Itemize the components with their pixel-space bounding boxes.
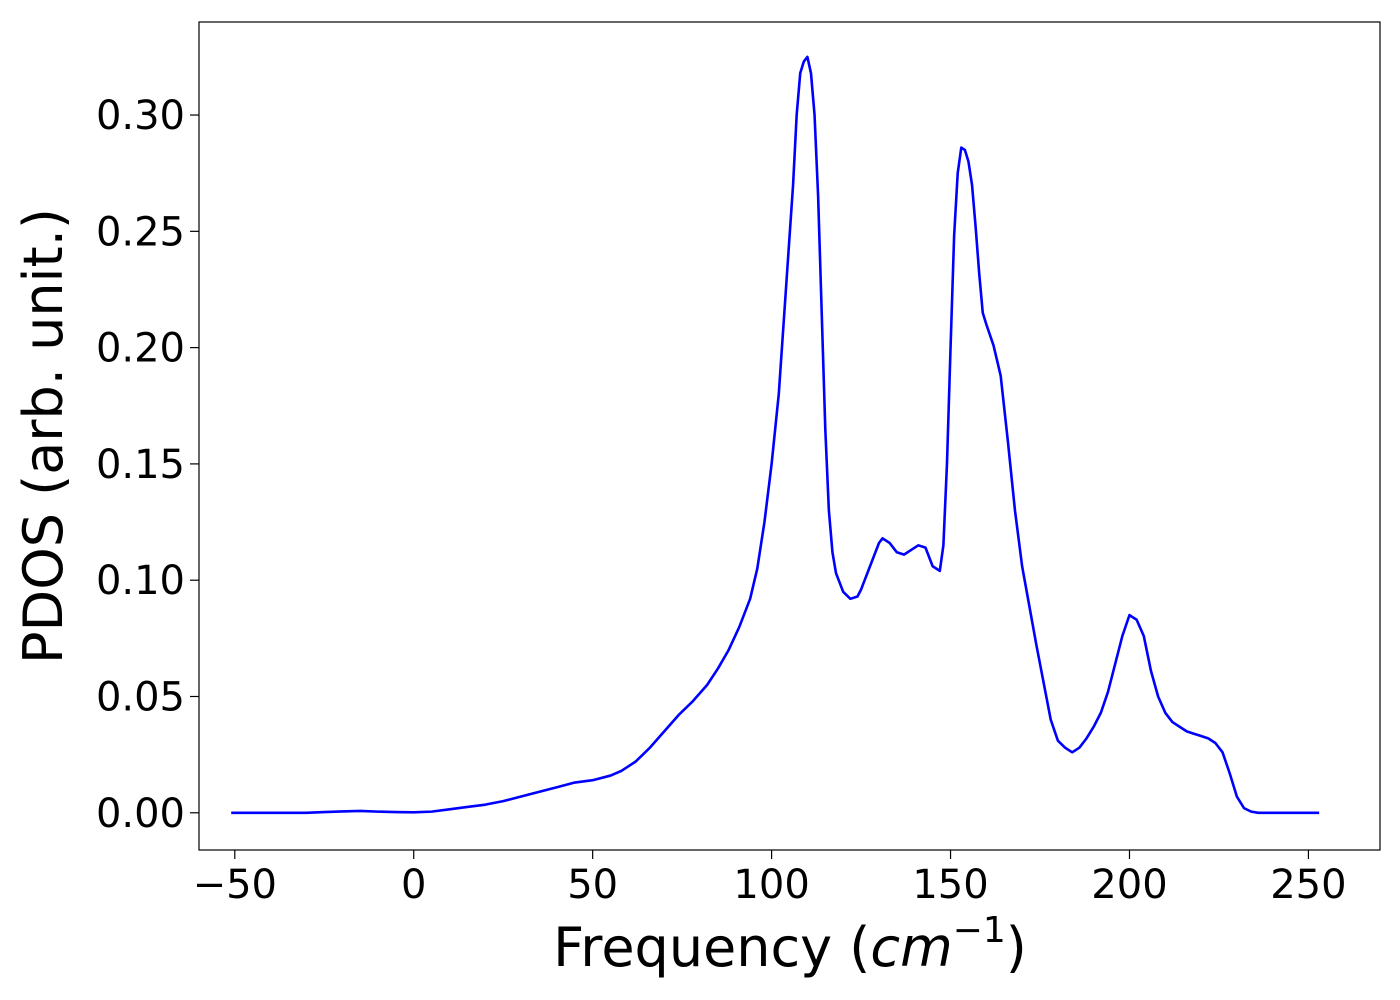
y-tick-label: 0.25 <box>96 209 185 255</box>
plot-area <box>198 21 1381 851</box>
y-tick-label: 0.30 <box>96 93 185 139</box>
x-tick-label: 100 <box>733 862 809 908</box>
x-axis: −50 0 50 100 150 200 250 <box>193 850 1347 908</box>
x-tick-label: 250 <box>1270 862 1346 908</box>
x-tick-label: 0 <box>401 862 426 908</box>
pdos-series-line <box>231 55 1320 815</box>
y-axis-label: PDOS (arb. unit.) <box>12 208 75 664</box>
x-axis-label: Frequency (cm−1) <box>553 910 1027 979</box>
x-tick-label: 150 <box>912 862 988 908</box>
y-tick-label: 0.00 <box>96 791 185 837</box>
y-tick-label: 0.10 <box>96 558 185 604</box>
x-tick-label: −50 <box>193 862 277 908</box>
x-tick-label: 50 <box>567 862 618 908</box>
y-tick-label: 0.20 <box>96 326 185 372</box>
x-tick-label: 200 <box>1091 862 1167 908</box>
y-tick-label: 0.15 <box>96 442 185 488</box>
y-tick-label: 0.05 <box>96 674 185 720</box>
y-axis: 0.00 0.05 0.10 0.15 0.20 0.25 0.30 <box>96 93 199 837</box>
